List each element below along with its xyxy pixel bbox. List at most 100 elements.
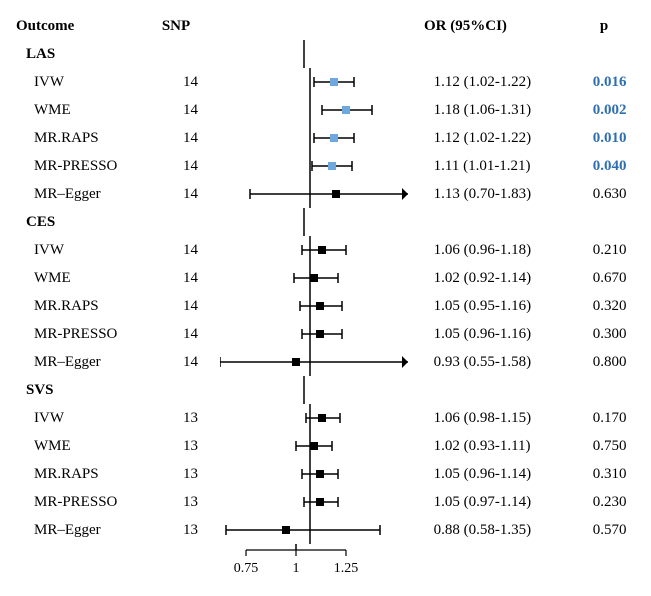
snp-value: 14: [161, 130, 220, 147]
plot-cell: [220, 404, 406, 432]
or-ci-value: 1.11 (1.01-1.21): [406, 158, 581, 175]
header-row: Outcome SNP OR (95%CI) p: [12, 12, 639, 40]
p-value: 0.010: [580, 130, 639, 147]
p-value: 0.320: [580, 298, 639, 315]
rows-container: LASIVW141.12 (1.02-1.22)0.016WME141.18 (…: [12, 40, 639, 544]
method-label: MR–Egger: [12, 522, 161, 539]
snp-value: 14: [161, 242, 220, 259]
snp-value: 13: [161, 438, 220, 455]
plot-cell: [220, 180, 406, 208]
plot-cell: [220, 516, 406, 544]
or-ci-value: 1.05 (0.96-1.14): [406, 466, 581, 483]
header-or: OR (95%CI): [396, 18, 574, 35]
plot-cell: [220, 96, 406, 124]
p-value: 0.630: [580, 186, 639, 203]
snp-value: 13: [161, 410, 220, 427]
p-value: 0.570: [580, 522, 639, 539]
plot-cell: [220, 348, 406, 376]
or-ci-value: 1.06 (0.98-1.15): [406, 410, 581, 427]
or-ci-value: 0.88 (0.58-1.35): [406, 522, 581, 539]
header-p: p: [574, 18, 634, 35]
header-plot-spacer: [206, 12, 396, 40]
p-value: 0.750: [580, 438, 639, 455]
snp-value: 14: [161, 354, 220, 371]
plot-cell: [220, 432, 406, 460]
axis-row: 0.7511.25: [12, 544, 639, 584]
method-label: MR–Egger: [12, 354, 161, 371]
table-row: MR–Egger14 0.93 (0.55-1.58)0.800: [12, 348, 639, 376]
method-label: IVW: [12, 410, 161, 427]
or-ci-value: 1.05 (0.97-1.14): [406, 494, 581, 511]
method-label: IVW: [12, 74, 161, 91]
method-label: MR.RAPS: [12, 130, 161, 147]
svg-text:1.25: 1.25: [334, 561, 359, 576]
group-row: LAS: [12, 40, 639, 68]
method-label: MR-PRESSO: [12, 326, 161, 343]
method-label: MR-PRESSO: [12, 158, 161, 175]
method-label: MR.RAPS: [12, 466, 161, 483]
method-label: IVW: [12, 242, 161, 259]
or-ci-value: 0.93 (0.55-1.58): [406, 354, 581, 371]
or-ci-value: 1.02 (0.92-1.14): [406, 270, 581, 287]
table-row: MR.RAPS13 1.05 (0.96-1.14)0.310: [12, 460, 639, 488]
table-row: IVW141.12 (1.02-1.22)0.016: [12, 68, 639, 96]
p-value: 0.310: [580, 466, 639, 483]
p-value: 0.040: [580, 158, 639, 175]
snp-value: 14: [161, 270, 220, 287]
method-label: WME: [12, 270, 161, 287]
p-value: 0.170: [580, 410, 639, 427]
or-ci-value: 1.13 (0.70-1.83): [406, 186, 581, 203]
plot-cell: [220, 264, 406, 292]
p-value: 0.230: [580, 494, 639, 511]
svg-text:0.75: 0.75: [234, 561, 259, 576]
method-label: WME: [12, 438, 161, 455]
p-value: 0.670: [580, 270, 639, 287]
or-ci-value: 1.18 (1.06-1.31): [406, 102, 581, 119]
group-label: LAS: [12, 46, 155, 63]
snp-value: 14: [161, 186, 220, 203]
plot-cell: [220, 236, 406, 264]
p-value: 0.210: [580, 242, 639, 259]
p-value: 0.002: [580, 102, 639, 119]
table-row: IVW13 1.06 (0.98-1.15)0.170: [12, 404, 639, 432]
header-outcome: Outcome: [12, 18, 146, 35]
snp-value: 13: [161, 522, 220, 539]
snp-value: 13: [161, 466, 220, 483]
or-ci-value: 1.05 (0.95-1.16): [406, 298, 581, 315]
plot-cell: [220, 460, 406, 488]
plot-cell: [220, 68, 406, 96]
forest-plot-table: Outcome SNP OR (95%CI) p LASIVW141.12 (1…: [12, 12, 639, 584]
or-ci-value: 1.12 (1.02-1.22): [406, 130, 581, 147]
group-label: SVS: [12, 382, 155, 399]
plot-cell: [220, 488, 406, 516]
snp-value: 14: [161, 74, 220, 91]
snp-value: 14: [161, 326, 220, 343]
method-label: MR-PRESSO: [12, 494, 161, 511]
table-row: MR-PRESSO131.05 (0.97-1.14)0.230: [12, 488, 639, 516]
snp-value: 14: [161, 298, 220, 315]
method-label: MR–Egger: [12, 186, 161, 203]
table-row: WME13 1.02 (0.93-1.11)0.750: [12, 432, 639, 460]
table-row: IVW14 1.06 (0.96-1.18)0.210: [12, 236, 639, 264]
p-value: 0.800: [580, 354, 639, 371]
group-row: SVS: [12, 376, 639, 404]
or-ci-value: 1.02 (0.93-1.11): [406, 438, 581, 455]
plot-cell: [220, 292, 406, 320]
plot-cell: [214, 40, 402, 68]
group-row: CES: [12, 208, 639, 236]
table-row: MR.RAPS14 1.12 (1.02-1.22)0.010: [12, 124, 639, 152]
or-ci-value: 1.05 (0.96-1.16): [406, 326, 581, 343]
method-label: MR.RAPS: [12, 298, 161, 315]
snp-value: 14: [161, 158, 220, 175]
header-snp: SNP: [146, 18, 206, 35]
method-label: WME: [12, 102, 161, 119]
or-ci-value: 1.06 (0.96-1.18): [406, 242, 581, 259]
table-row: MR–Egger13 0.88 (0.58-1.35)0.570: [12, 516, 639, 544]
axis-cell: 0.7511.25: [206, 544, 396, 584]
plot-cell: [220, 152, 406, 180]
plot-cell: [220, 320, 406, 348]
p-value: 0.300: [580, 326, 639, 343]
group-label: CES: [12, 214, 155, 231]
plot-cell: [214, 208, 402, 236]
p-value: 0.016: [580, 74, 639, 91]
